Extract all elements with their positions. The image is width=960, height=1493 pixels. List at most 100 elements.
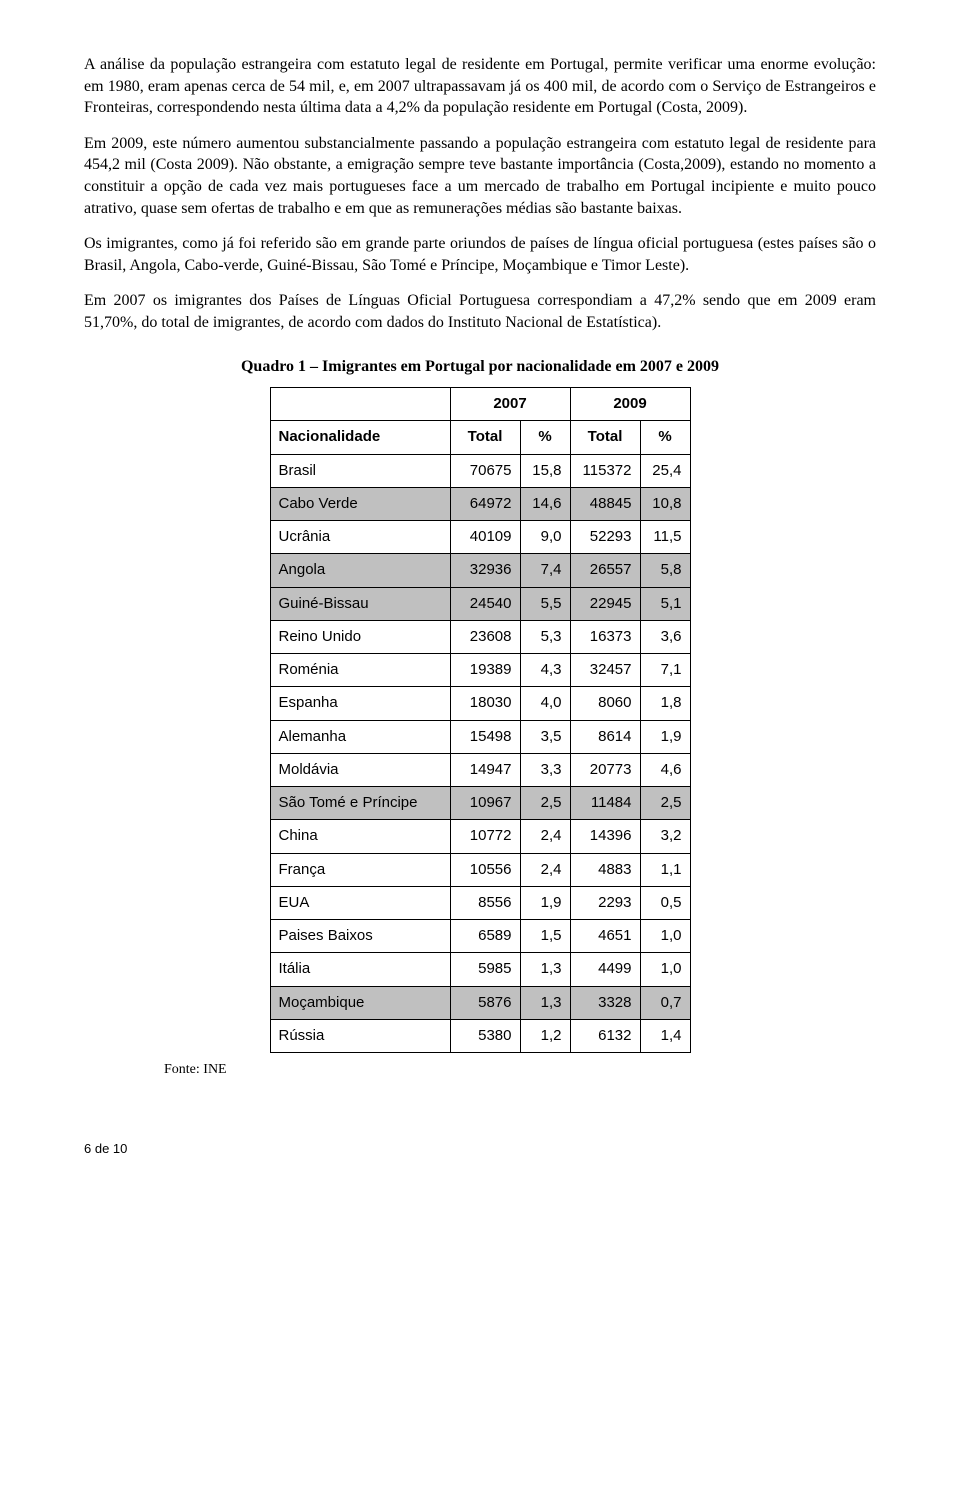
cell-value: 5,5 xyxy=(520,587,570,620)
cell-value: 0,5 xyxy=(640,886,690,919)
cell-value: 20773 xyxy=(570,753,640,786)
cell-value: 10772 xyxy=(450,820,520,853)
paragraph-1: A análise da população estrangeira com e… xyxy=(84,54,876,119)
cell-value: 5876 xyxy=(450,986,520,1019)
cell-value: 22945 xyxy=(570,587,640,620)
cell-nationality: Roménia xyxy=(270,654,450,687)
cell-value: 4883 xyxy=(570,853,640,886)
table-row: Ucrânia401099,05229311,5 xyxy=(270,521,690,554)
cell-value: 7,1 xyxy=(640,654,690,687)
cell-nationality: Cabo Verde xyxy=(270,487,450,520)
cell-value: 8614 xyxy=(570,720,640,753)
cell-value: 3,5 xyxy=(520,720,570,753)
cell-value: 4499 xyxy=(570,953,640,986)
cell-nationality: França xyxy=(270,853,450,886)
paragraph-2: Em 2009, este número aumentou substancia… xyxy=(84,133,876,219)
cell-nationality: Rússia xyxy=(270,1019,450,1052)
cell-nationality: Ucrânia xyxy=(270,521,450,554)
cell-value: 32457 xyxy=(570,654,640,687)
cell-nationality: Itália xyxy=(270,953,450,986)
cell-value: 14396 xyxy=(570,820,640,853)
cell-value: 24540 xyxy=(450,587,520,620)
cell-nationality: China xyxy=(270,820,450,853)
table-row: Moçambique58761,333280,7 xyxy=(270,986,690,1019)
table-year-row: 2007 2009 xyxy=(270,388,690,421)
col-header-total-2009: Total xyxy=(570,421,640,454)
table-source: Fonte: INE xyxy=(164,1061,876,1080)
cell-value: 1,0 xyxy=(640,920,690,953)
cell-value: 25,4 xyxy=(640,454,690,487)
cell-value: 23608 xyxy=(450,620,520,653)
cell-value: 3,3 xyxy=(520,753,570,786)
paragraph-3: Os imigrantes, como já foi referido são … xyxy=(84,233,876,276)
cell-value: 15,8 xyxy=(520,454,570,487)
cell-value: 1,4 xyxy=(640,1019,690,1052)
cell-value: 2,4 xyxy=(520,820,570,853)
cell-value: 19389 xyxy=(450,654,520,687)
cell-value: 10,8 xyxy=(640,487,690,520)
cell-nationality: Paises Baixos xyxy=(270,920,450,953)
table-row: Rússia53801,261321,4 xyxy=(270,1019,690,1052)
cell-value: 1,9 xyxy=(520,886,570,919)
cell-value: 70675 xyxy=(450,454,520,487)
cell-value: 4651 xyxy=(570,920,640,953)
table-year-2009: 2009 xyxy=(570,388,690,421)
col-header-pct-2007: % xyxy=(520,421,570,454)
cell-value: 6132 xyxy=(570,1019,640,1052)
cell-value: 3,6 xyxy=(640,620,690,653)
table-row: EUA85561,922930,5 xyxy=(270,886,690,919)
cell-value: 16373 xyxy=(570,620,640,653)
cell-value: 4,6 xyxy=(640,753,690,786)
cell-value: 64972 xyxy=(450,487,520,520)
cell-value: 4,0 xyxy=(520,687,570,720)
table-row: Itália59851,344991,0 xyxy=(270,953,690,986)
table-blank-cell xyxy=(270,388,450,421)
table-row: Brasil7067515,811537225,4 xyxy=(270,454,690,487)
table-row: Moldávia149473,3207734,6 xyxy=(270,753,690,786)
table-row: São Tomé e Príncipe109672,5114842,5 xyxy=(270,787,690,820)
cell-value: 4,3 xyxy=(520,654,570,687)
cell-value: 8060 xyxy=(570,687,640,720)
cell-value: 5,3 xyxy=(520,620,570,653)
cell-nationality: Guiné-Bissau xyxy=(270,587,450,620)
cell-value: 5380 xyxy=(450,1019,520,1052)
cell-value: 11484 xyxy=(570,787,640,820)
cell-value: 26557 xyxy=(570,554,640,587)
table-header-row: Nacionalidade Total % Total % xyxy=(270,421,690,454)
cell-value: 9,0 xyxy=(520,521,570,554)
cell-value: 5,8 xyxy=(640,554,690,587)
table-row: Cabo Verde6497214,64884510,8 xyxy=(270,487,690,520)
cell-value: 5985 xyxy=(450,953,520,986)
paragraph-4: Em 2007 os imigrantes dos Países de Líng… xyxy=(84,290,876,333)
table-title: Quadro 1 – Imigrantes em Portugal por na… xyxy=(84,356,876,378)
col-header-pct-2009: % xyxy=(640,421,690,454)
cell-value: 2,4 xyxy=(520,853,570,886)
cell-nationality: Reino Unido xyxy=(270,620,450,653)
cell-value: 1,3 xyxy=(520,953,570,986)
cell-nationality: EUA xyxy=(270,886,450,919)
table-row: Angola329367,4265575,8 xyxy=(270,554,690,587)
cell-value: 52293 xyxy=(570,521,640,554)
cell-value: 1,8 xyxy=(640,687,690,720)
cell-value: 1,3 xyxy=(520,986,570,1019)
cell-value: 11,5 xyxy=(640,521,690,554)
table-row: Reino Unido236085,3163733,6 xyxy=(270,620,690,653)
cell-value: 3,2 xyxy=(640,820,690,853)
table-row: Alemanha154983,586141,9 xyxy=(270,720,690,753)
cell-value: 10967 xyxy=(450,787,520,820)
cell-value: 14947 xyxy=(450,753,520,786)
col-header-nacionalidade: Nacionalidade xyxy=(270,421,450,454)
cell-value: 48845 xyxy=(570,487,640,520)
table-row: França105562,448831,1 xyxy=(270,853,690,886)
cell-value: 2,5 xyxy=(640,787,690,820)
table-row: Paises Baixos65891,546511,0 xyxy=(270,920,690,953)
table-row: Guiné-Bissau245405,5229455,1 xyxy=(270,587,690,620)
cell-nationality: Angola xyxy=(270,554,450,587)
cell-value: 18030 xyxy=(450,687,520,720)
cell-value: 1,1 xyxy=(640,853,690,886)
col-header-total-2007: Total xyxy=(450,421,520,454)
cell-value: 2293 xyxy=(570,886,640,919)
cell-value: 1,9 xyxy=(640,720,690,753)
cell-value: 14,6 xyxy=(520,487,570,520)
cell-value: 40109 xyxy=(450,521,520,554)
